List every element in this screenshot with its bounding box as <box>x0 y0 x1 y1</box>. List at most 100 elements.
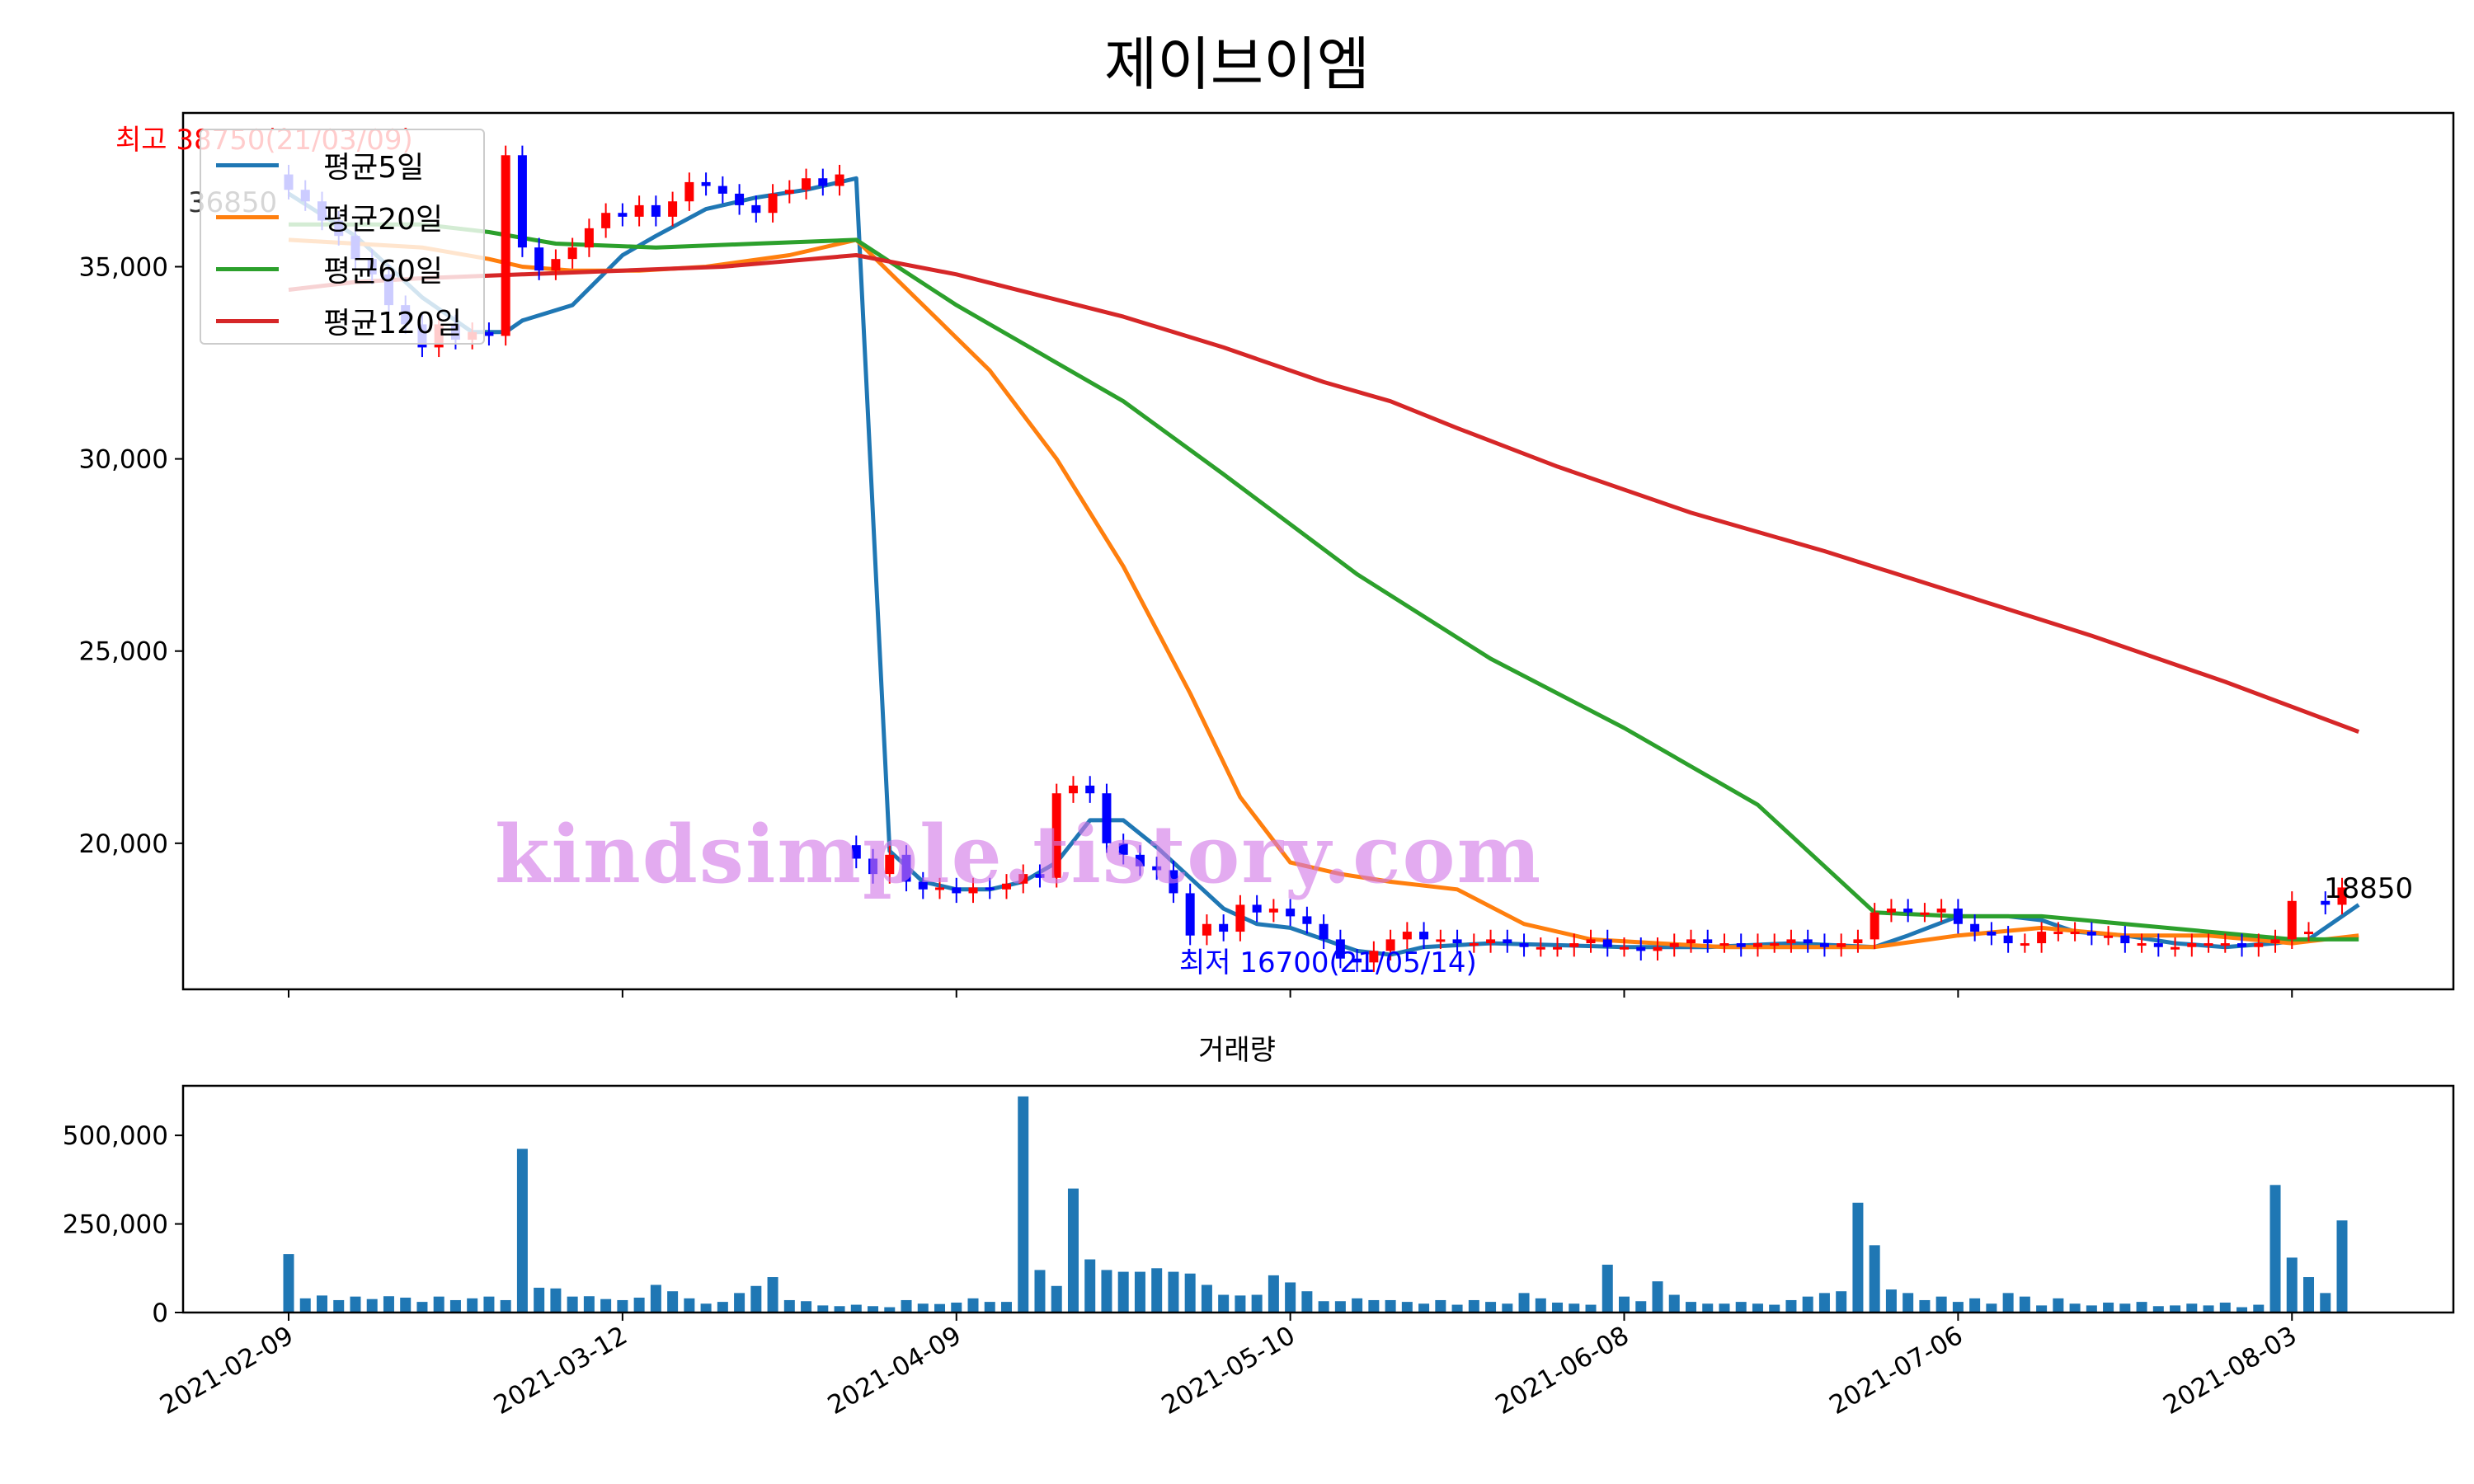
xtick-label: 2021-02-09 <box>155 1321 299 1421</box>
volume-bar <box>750 1285 762 1313</box>
volume-bar <box>1969 1298 1981 1313</box>
candle-body <box>1419 932 1429 940</box>
volume-bar <box>1802 1296 1813 1313</box>
volume-bar <box>433 1296 444 1313</box>
candle-body <box>2220 943 2230 946</box>
candle-body <box>2187 943 2197 947</box>
candle-body <box>1920 912 1930 915</box>
candle-body <box>1369 951 1379 963</box>
volume-bar <box>1668 1294 1680 1313</box>
volume-bar <box>333 1299 345 1313</box>
candle-body <box>668 201 678 217</box>
volume-bar <box>1000 1302 1012 1313</box>
volume-bar <box>1702 1303 1714 1313</box>
volume-bar <box>1785 1299 1797 1313</box>
candle-body <box>1586 939 1596 944</box>
volume-bar <box>817 1305 829 1313</box>
volume-bar <box>1602 1264 1613 1313</box>
volume-bar <box>2136 1302 2147 1313</box>
candle-body <box>2287 900 2297 940</box>
price-ytick-label: 25,000 <box>79 637 168 667</box>
candle-body <box>484 331 494 336</box>
candle-body <box>735 193 745 205</box>
volume-bar <box>2053 1298 2064 1313</box>
candle-body <box>1352 958 1362 963</box>
volume-bar <box>734 1293 745 1313</box>
volume-bar <box>1652 1281 1663 1313</box>
candle-body <box>2086 932 2096 936</box>
candle-body <box>1669 943 1679 947</box>
volume-bar <box>901 1299 912 1313</box>
candle-body <box>1018 874 1028 884</box>
candle-body <box>2254 943 2264 947</box>
volume-bar <box>884 1307 896 1313</box>
candle-body <box>1870 912 1879 940</box>
candle-body <box>1987 932 1997 936</box>
volume-bar <box>500 1299 511 1313</box>
volume-bar <box>1635 1301 1647 1313</box>
volume-bar <box>1318 1301 1329 1313</box>
candle-body <box>2204 943 2213 946</box>
legend-swatch-ma120 <box>216 319 279 323</box>
volume-bar <box>2253 1304 2265 1313</box>
candle-body <box>1853 939 1863 944</box>
ma-line-3 <box>288 253 2360 734</box>
candle-body <box>1936 909 1946 913</box>
legend-swatch-ma20 <box>216 215 279 219</box>
volume-bar <box>1903 1293 1914 1313</box>
candle-body <box>601 213 611 228</box>
xtick-label: 2021-05-10 <box>1157 1321 1300 1421</box>
candle-body <box>1436 939 1446 942</box>
candle-body <box>1469 943 1479 946</box>
volume-bar <box>1184 1273 1196 1313</box>
candle-body <box>2270 939 2280 944</box>
legend-label-ma20: 평균20일 <box>323 203 444 237</box>
volume-bar <box>1034 1270 1046 1313</box>
volume-bar <box>917 1303 929 1313</box>
candle-body <box>2020 943 2030 946</box>
candle-body <box>851 845 861 859</box>
volume-bar <box>2219 1302 2231 1313</box>
candle-body <box>2321 900 2331 905</box>
volume-bar <box>1485 1302 1497 1313</box>
candle-body <box>868 858 878 875</box>
volume-bar <box>2152 1306 2164 1313</box>
volume-bar <box>2069 1303 2081 1313</box>
legend-label-ma120: 평균120일 <box>323 307 463 340</box>
candle-body <box>1953 909 1963 924</box>
volume-bar <box>1285 1282 1296 1313</box>
candle-body <box>1402 932 1412 940</box>
volume-bar <box>2002 1293 2014 1313</box>
candle-body <box>818 178 828 186</box>
legend-item-ma60: 평균60일 <box>216 244 480 294</box>
volume-bar <box>1084 1259 1096 1313</box>
candle-body <box>501 155 510 336</box>
volume-bar <box>1117 1271 1129 1313</box>
candle-body <box>935 887 945 890</box>
watermark: kindsimple.tistory.com <box>495 808 1543 901</box>
volume-bar <box>1067 1188 1079 1313</box>
volume-bar <box>416 1302 428 1313</box>
volume-bar <box>1268 1275 1279 1313</box>
candle-body <box>684 181 694 202</box>
volume-bar <box>1051 1285 1062 1313</box>
volume-bar <box>483 1296 495 1313</box>
candle-body <box>651 204 661 217</box>
volume-bar <box>2203 1305 2214 1313</box>
volume-bar <box>1018 1096 1029 1313</box>
volume-bar <box>1818 1293 1830 1313</box>
candle-body <box>1553 946 1563 950</box>
volume-bar <box>516 1148 528 1313</box>
volume-bar <box>1852 1202 1864 1313</box>
volume-bar <box>700 1303 712 1313</box>
candle-body <box>2104 935 2114 938</box>
candle-body <box>517 155 527 248</box>
volume-bar <box>2236 1307 2248 1313</box>
candle-body <box>2237 943 2247 947</box>
ma-line-0 <box>287 176 2360 957</box>
candle-body <box>1235 904 1245 932</box>
volume-bar <box>2103 1302 2114 1313</box>
volume-bar <box>2019 1296 2030 1313</box>
price-ytick-label: 30,000 <box>79 445 168 475</box>
